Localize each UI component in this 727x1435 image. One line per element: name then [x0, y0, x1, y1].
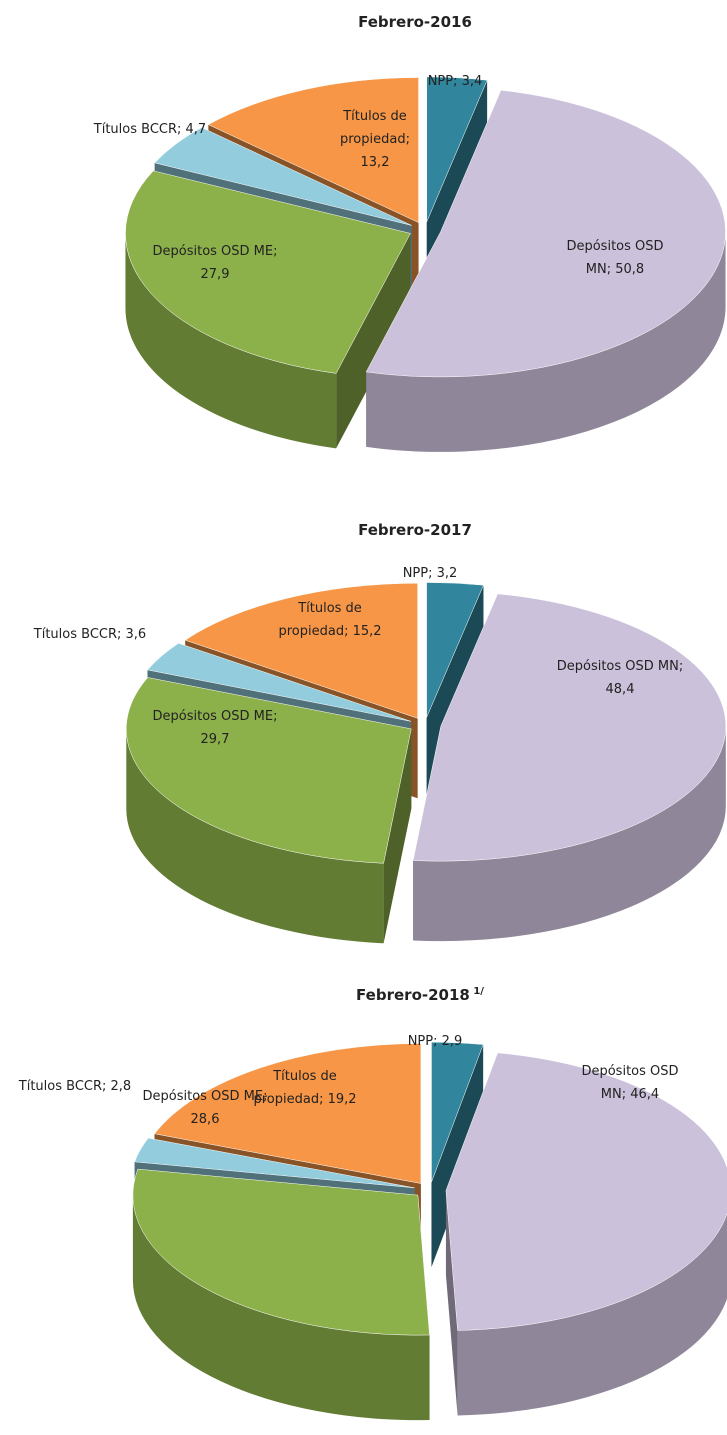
slice — [184, 583, 418, 719]
chart-title: Febrero-2016 — [358, 13, 472, 31]
data-label-line: Títulos de — [297, 601, 362, 616]
data-label-line: propiedad; 19,2 — [253, 1092, 356, 1107]
data-label-line: Títulos BCCR; 4,7 — [93, 122, 206, 137]
data-label-line: Títulos BCCR; 2,8 — [18, 1079, 131, 1094]
slice — [146, 642, 412, 722]
slice — [431, 1041, 484, 1183]
data-label-line: Depósitos OSD — [566, 239, 663, 254]
slice — [126, 677, 412, 864]
slice-side — [125, 233, 337, 449]
data-label: Depósitos OSD MN; 46,4 — [581, 1064, 678, 1102]
slice — [426, 582, 484, 718]
data-label: Títulos BCCR; 3,6 — [33, 627, 146, 642]
slice — [134, 1137, 415, 1189]
slice — [365, 89, 726, 378]
data-label-line: 27,9 — [201, 267, 230, 282]
slice-side — [126, 728, 384, 944]
slice — [154, 127, 412, 226]
slice — [154, 1043, 422, 1184]
data-label-line: Títulos BCCR; 3,6 — [33, 627, 146, 642]
slice — [426, 76, 488, 223]
data-label: Títulos de propiedad; 15,2 — [278, 601, 381, 639]
slice-side — [366, 231, 726, 452]
data-label-line: NPP; 3,2 — [403, 566, 458, 581]
data-label-line: NPP; 2,9 — [408, 1034, 463, 1049]
chart-title: Febrero-2017 — [358, 521, 472, 539]
data-label-line: Depósitos OSD ME; — [153, 244, 278, 259]
data-label-line: Títulos de — [272, 1069, 337, 1084]
slice-side — [336, 233, 411, 449]
data-label: Depósitos OSD MN; 48,4 — [557, 659, 684, 697]
data-label-line: Depósitos OSD — [581, 1064, 678, 1079]
data-label: NPP; 3,2 — [403, 566, 458, 581]
slice-side — [431, 1044, 484, 1268]
data-label-line: propiedad; — [340, 132, 410, 147]
data-label-line: 48,4 — [606, 682, 635, 697]
data-label: Títulos BCCR; 2,8 — [18, 1079, 131, 1094]
data-label-line: NPP; 3,4 — [428, 74, 483, 89]
data-label-line: Depósitos OSD ME; — [153, 709, 278, 724]
slice-side — [457, 1213, 727, 1416]
slice — [125, 170, 411, 374]
data-label-line: Títulos de — [342, 109, 407, 124]
data-label: Depósitos OSD ME; 28,6 — [143, 1089, 268, 1127]
data-label: Títulos de propiedad; 19,2 — [253, 1069, 356, 1107]
data-label-line: 13,2 — [361, 155, 390, 170]
data-label-line: Depósitos OSD ME; — [143, 1089, 268, 1104]
slice-side — [132, 1195, 430, 1421]
slice — [207, 77, 419, 223]
slice — [445, 1052, 727, 1331]
slice — [132, 1168, 430, 1336]
data-label: Títulos de propiedad; 13,2 — [340, 109, 410, 170]
slice-side — [445, 1190, 458, 1416]
data-label: NPP; 2,9 — [408, 1034, 463, 1049]
slice — [412, 593, 727, 862]
data-label-line: MN; 50,8 — [586, 262, 644, 277]
data-label-line: Depósitos OSD MN; — [557, 659, 684, 674]
title-note: 1/ — [470, 986, 484, 997]
chart-title: Febrero-2018 1/ — [356, 986, 484, 1004]
data-label: NPP; 3,4 — [428, 74, 483, 89]
slice-side — [413, 726, 726, 942]
data-label: Depósitos OSD ME; 27,9 — [153, 244, 278, 282]
data-label: Depósitos OSD MN; 50,8 — [566, 239, 663, 277]
data-label-line: 29,7 — [201, 732, 230, 747]
data-label-line: propiedad; 15,2 — [278, 624, 381, 639]
data-label-line: MN; 46,4 — [601, 1087, 659, 1102]
data-label: Títulos BCCR; 4,7 — [93, 122, 206, 137]
slice-side — [383, 728, 412, 944]
data-label: Depósitos OSD ME; 29,7 — [153, 709, 278, 747]
data-label-line: 28,6 — [191, 1112, 220, 1127]
